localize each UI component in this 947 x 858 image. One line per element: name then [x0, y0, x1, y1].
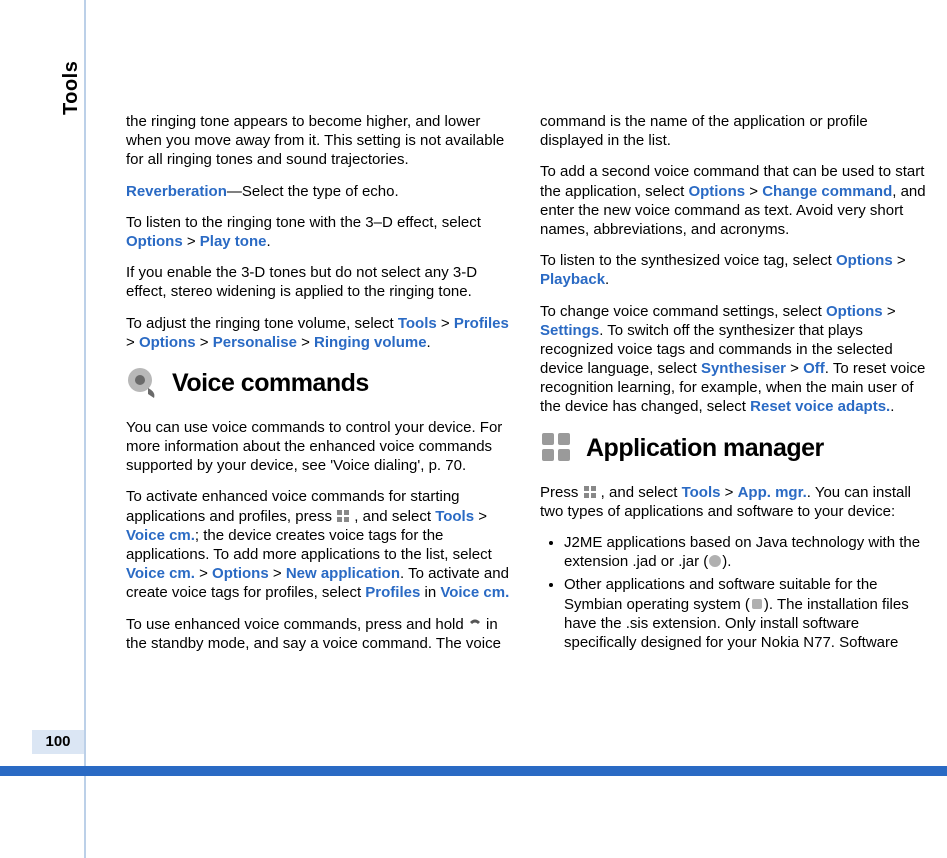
text: , and select — [597, 484, 682, 501]
left-column: the ringing tone appears to become highe… — [126, 112, 512, 665]
option-key: Voice cm. — [440, 584, 509, 601]
option-key: Voice cm. — [126, 527, 195, 544]
text: To adjust the ringing tone volume, selec… — [126, 315, 398, 332]
paragraph: Press , and select Tools > App. mgr.. Yo… — [540, 483, 926, 521]
paragraph: To add a second voice command that can b… — [540, 162, 926, 239]
bottom-blue-strip — [0, 766, 947, 776]
text: To change voice command settings, select — [540, 303, 826, 320]
page-content: the ringing tone appears to become highe… — [126, 112, 926, 665]
paragraph: If you enable the 3-D tones but do not s… — [126, 263, 512, 301]
option-key: Options — [688, 183, 745, 200]
text: > — [297, 334, 314, 351]
text: —Select the type of echo. — [227, 183, 399, 200]
vertical-divider — [84, 0, 86, 858]
option-key: Options — [826, 303, 883, 320]
voice-commands-icon — [126, 366, 160, 400]
text: Press — [540, 484, 583, 501]
call-key-icon — [468, 617, 482, 631]
option-key: Options — [139, 334, 196, 351]
option-key: Synthesiser — [701, 360, 786, 377]
list-item: J2ME applications based on Java technolo… — [564, 533, 926, 571]
text: in — [420, 584, 440, 601]
paragraph: To listen to the ringing tone with the 3… — [126, 213, 512, 251]
heading: Voice commands — [172, 367, 369, 399]
text: > — [196, 334, 213, 351]
paragraph: To activate enhanced voice commands for … — [126, 487, 512, 602]
text: > — [745, 183, 762, 200]
app-manager-icon — [540, 431, 574, 465]
text: > — [883, 303, 896, 320]
option-key: New application — [286, 565, 400, 582]
option-key: Off — [803, 360, 825, 377]
text: > — [786, 360, 803, 377]
option-key: Profiles — [454, 315, 509, 332]
paragraph: To use enhanced voice commands, press an… — [126, 615, 512, 653]
paragraph: You can use voice commands to control yo… — [126, 418, 512, 476]
option-key: Playback — [540, 271, 605, 288]
option-key: Change command — [762, 183, 892, 200]
paragraph: To change voice command settings, select… — [540, 302, 926, 417]
text: > — [893, 252, 906, 269]
paragraph: command is the name of the application o… — [540, 112, 926, 150]
text: . — [427, 334, 431, 351]
text: To use enhanced voice commands, press an… — [126, 616, 468, 633]
page-number: 100 — [32, 730, 84, 754]
paragraph: Reverberation—Select the type of echo. — [126, 182, 512, 201]
option-key: Personalise — [213, 334, 297, 351]
option-key: Tools — [435, 508, 474, 525]
text: > — [474, 508, 487, 525]
section-heading-app-manager: Application manager — [540, 431, 926, 465]
option-key: Ringing volume — [314, 334, 427, 351]
text: > — [126, 334, 139, 351]
jar-file-icon — [708, 554, 722, 568]
paragraph: the ringing tone appears to become highe… — [126, 112, 512, 170]
option-key: Voice cm. — [126, 565, 195, 582]
text: To listen to the ringing tone with the 3… — [126, 214, 481, 231]
text: To listen to the synthesized voice tag, … — [540, 252, 836, 269]
text: ). — [722, 553, 731, 570]
option-key: Options — [126, 233, 183, 250]
option-key: Reverberation — [126, 183, 227, 200]
right-column: command is the name of the application o… — [540, 112, 926, 665]
text: > — [720, 484, 737, 501]
list-item: Other applications and software suitable… — [564, 575, 926, 652]
option-key: Profiles — [365, 584, 420, 601]
text: . — [605, 271, 609, 288]
text: > — [183, 233, 200, 250]
text: > — [437, 315, 454, 332]
option-key: App. mgr. — [738, 484, 807, 501]
text: , and select — [350, 508, 435, 525]
option-key: Settings — [540, 322, 599, 339]
paragraph: To adjust the ringing tone volume, selec… — [126, 314, 512, 352]
paragraph: To listen to the synthesized voice tag, … — [540, 251, 926, 289]
option-key: Play tone — [200, 233, 267, 250]
section-heading-voice-commands: Voice commands — [126, 366, 512, 400]
text: . — [266, 233, 270, 250]
bullet-list: J2ME applications based on Java technolo… — [540, 533, 926, 652]
option-key: Options — [836, 252, 893, 269]
text: . — [890, 398, 894, 415]
option-key: Tools — [682, 484, 721, 501]
heading: Application manager — [586, 432, 824, 464]
text: > — [269, 565, 286, 582]
text: > — [195, 565, 212, 582]
menu-key-icon — [583, 485, 597, 499]
option-key: Options — [212, 565, 269, 582]
sis-file-icon — [750, 597, 764, 611]
menu-key-icon — [336, 509, 350, 523]
option-key: Reset voice adapts. — [750, 398, 890, 415]
option-key: Tools — [398, 315, 437, 332]
side-tab-label: Tools — [60, 61, 83, 115]
text: J2ME applications based on Java technolo… — [564, 534, 920, 570]
